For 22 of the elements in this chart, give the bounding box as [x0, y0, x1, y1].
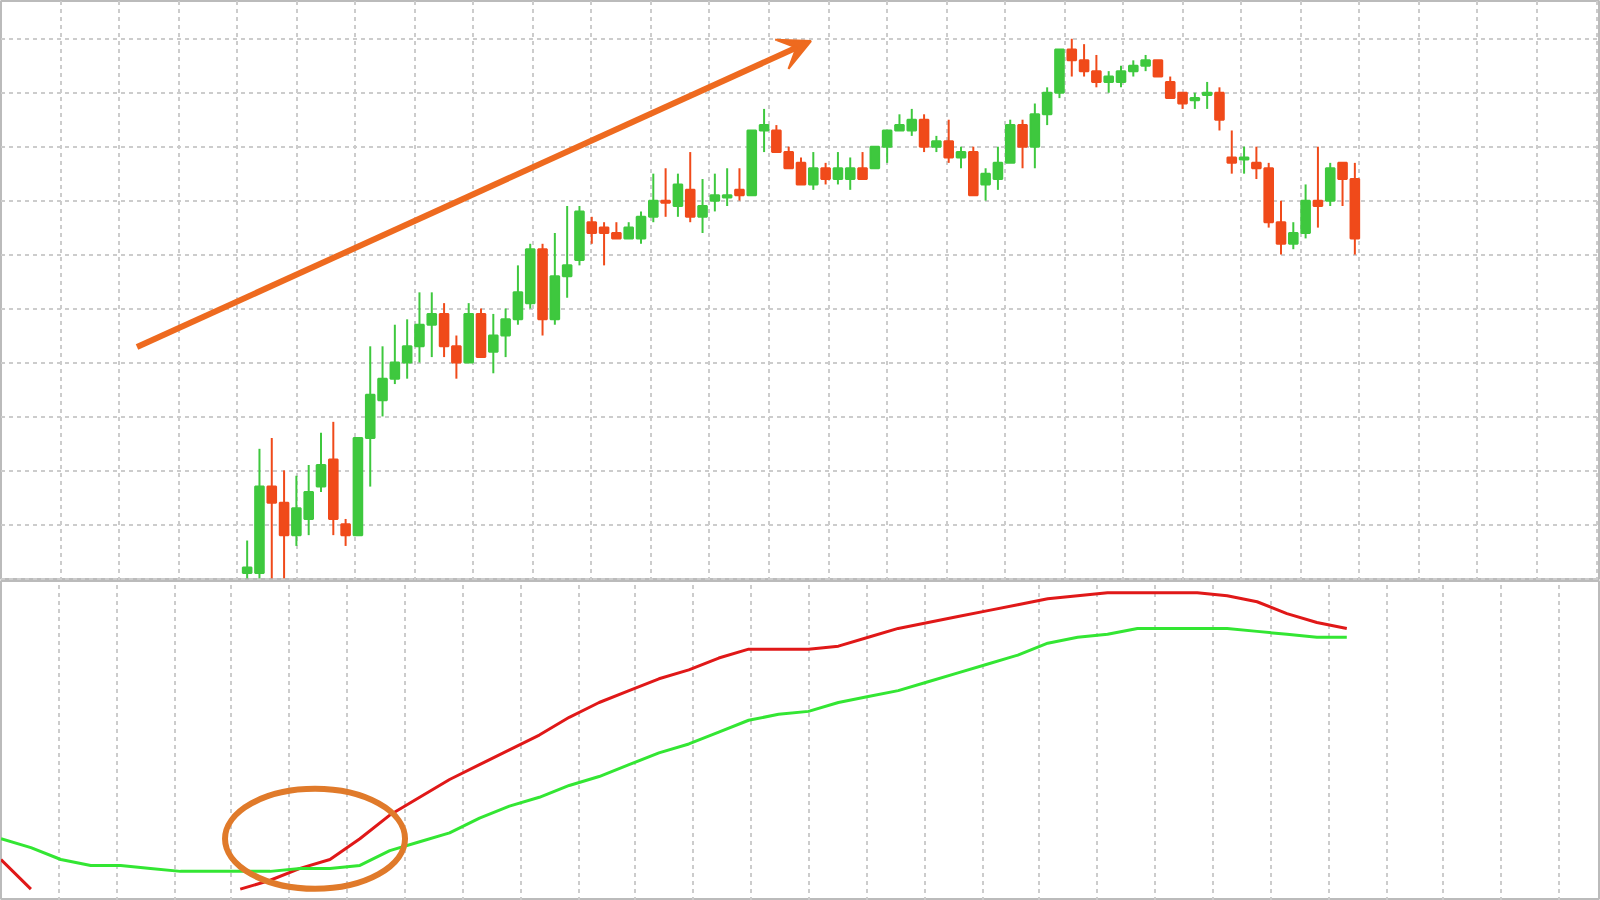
candlestick	[857, 151, 868, 181]
candlestick	[660, 167, 671, 218]
candlestick	[820, 161, 831, 186]
candlestick	[340, 517, 351, 547]
candlestick	[1238, 145, 1250, 175]
candlestick	[315, 431, 327, 493]
candlestick	[734, 167, 745, 202]
candlestick	[1201, 80, 1213, 110]
candlestick	[1017, 118, 1028, 170]
candlestick	[475, 307, 487, 359]
candlestick	[918, 113, 930, 154]
candlestick	[1324, 161, 1336, 208]
candlestick	[1312, 145, 1324, 229]
candlestick	[955, 145, 967, 170]
candlestick	[1214, 86, 1225, 132]
candlestick	[672, 172, 684, 218]
candlestick	[697, 178, 708, 234]
candlestick	[808, 151, 819, 191]
candlestick	[684, 151, 696, 224]
candlestick	[968, 145, 979, 197]
candlestick	[943, 118, 954, 164]
candlestick	[1226, 129, 1238, 175]
